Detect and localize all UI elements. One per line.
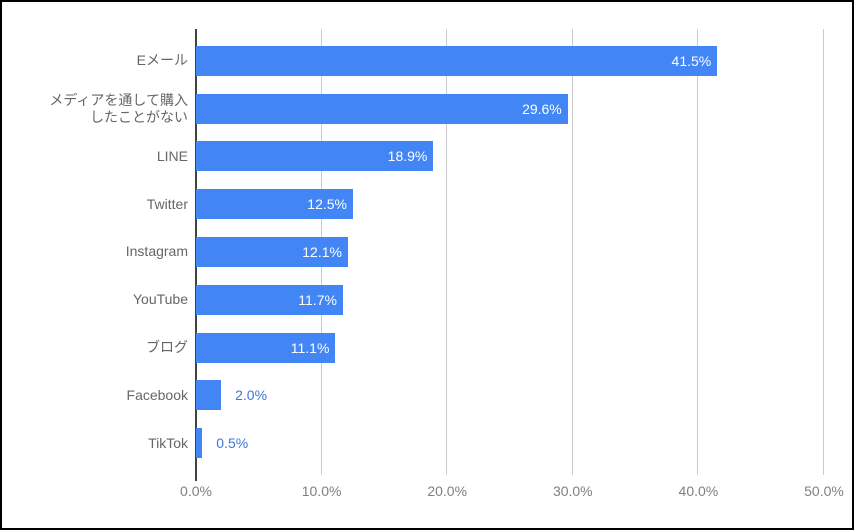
- bar: [196, 428, 203, 459]
- category-label: Eメール: [136, 52, 188, 69]
- bar-value-label: 29.6%: [522, 100, 562, 117]
- gridline: [823, 29, 824, 475]
- category-label: Twitter: [146, 195, 188, 212]
- x-tick-label: 0.0%: [180, 483, 212, 499]
- x-tick-label: 20.0%: [427, 483, 468, 499]
- x-tick-label: 40.0%: [678, 483, 719, 499]
- bar: 11.1%: [196, 332, 336, 363]
- gridline: [697, 29, 699, 475]
- bar-track: 18.9%: [196, 141, 824, 172]
- bar-value-label: 12.1%: [302, 243, 342, 260]
- bar: 11.7%: [196, 284, 343, 315]
- bar-row: Facebook 2.0%: [2, 371, 824, 419]
- category-label: メディアを通して購入 したことがない: [49, 91, 188, 125]
- bar-track: 11.7%: [196, 284, 824, 315]
- bar: 12.1%: [196, 236, 348, 267]
- bar-row: Eメール 41.5%: [2, 37, 824, 85]
- category-label: TikTok: [148, 434, 188, 451]
- bar-row: ブログ 11.1%: [2, 324, 824, 372]
- bar: 12.5%: [196, 189, 353, 220]
- bar-row: メディアを通して購入 したことがない 29.6%: [2, 85, 824, 133]
- gridline: [571, 29, 573, 475]
- bar-track: 11.1%: [196, 332, 824, 363]
- bar-value-label: 2.0%: [235, 387, 268, 404]
- x-tick-label: 30.0%: [552, 483, 593, 499]
- bar-track: 2.0%: [196, 380, 824, 411]
- bar-value-label: 41.5%: [671, 52, 712, 69]
- x-tick-label: 10.0%: [301, 483, 342, 499]
- x-tick-label: 50.0%: [804, 483, 844, 499]
- bar-value-label: 12.5%: [307, 196, 347, 213]
- bar: [196, 380, 222, 411]
- bar: 41.5%: [196, 45, 718, 76]
- bar-track: 12.1%: [196, 236, 824, 267]
- x-axis: 0.0% 10.0% 20.0% 30.0% 40.0% 50.0%: [2, 483, 852, 503]
- bar-row: YouTube 11.7%: [2, 276, 824, 324]
- bar-track: 12.5%: [196, 189, 824, 220]
- bar: 29.6%: [196, 93, 568, 124]
- category-label: Instagram: [125, 243, 188, 260]
- bar-row: Twitter 12.5%: [2, 180, 824, 228]
- bar-row: LINE 18.9%: [2, 133, 824, 181]
- category-label: Facebook: [126, 386, 188, 403]
- plot-area: Eメール 41.5% メディアを通して購入 したことがない 29.6% LINE 18.9…: [2, 29, 824, 475]
- bar-row: TikTok 0.5%: [2, 419, 824, 467]
- category-label: ブログ: [146, 339, 188, 356]
- category-label: LINE: [156, 147, 188, 164]
- bar-track: 29.6%: [196, 93, 824, 124]
- bar-track: 41.5%: [196, 45, 824, 76]
- bar-value-label: 11.7%: [298, 291, 337, 308]
- bar-value-label: 11.1%: [290, 339, 330, 356]
- category-label: YouTube: [132, 291, 188, 308]
- bar-value-label: 0.5%: [216, 435, 249, 452]
- gridline: [446, 29, 448, 475]
- bar: 18.9%: [196, 141, 434, 172]
- bar-value-label: 18.9%: [387, 148, 428, 165]
- bar-track: 0.5%: [196, 428, 824, 459]
- bar-row: Instagram 12.1%: [2, 228, 824, 276]
